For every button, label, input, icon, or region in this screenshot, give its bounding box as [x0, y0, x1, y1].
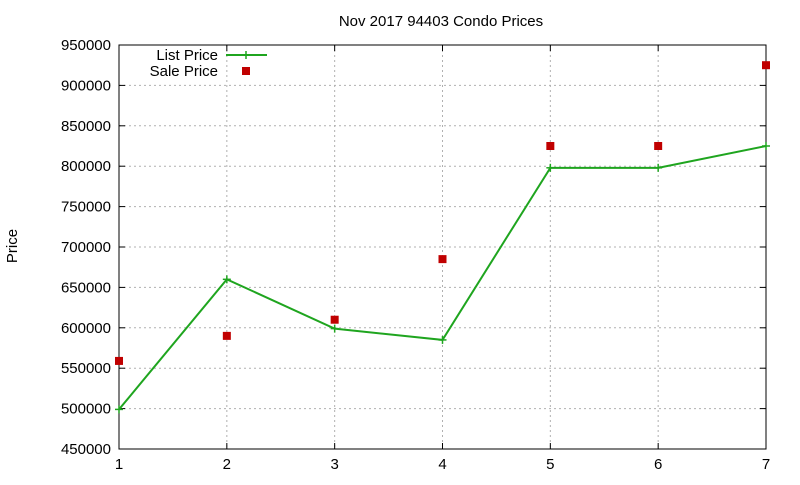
y-tick-label: 850000 [61, 118, 111, 135]
list-price-point [654, 163, 663, 172]
y-tick-label: 500000 [61, 401, 111, 418]
legend-square-swatch [242, 67, 250, 75]
sale-price-point [762, 61, 770, 70]
list-price-point [546, 163, 555, 172]
sale-price-point [330, 315, 339, 324]
legend-item: List Price [156, 47, 267, 64]
y-tick-label: 450000 [61, 441, 111, 458]
legend-plus-swatch [242, 51, 250, 59]
series-0 [115, 142, 770, 414]
x-tick-label: 6 [654, 456, 662, 473]
sale-price-point [222, 331, 231, 340]
x-tick-label: 2 [223, 456, 231, 473]
y-tick-label: 600000 [61, 320, 111, 337]
x-tick-label: 3 [330, 456, 338, 473]
legend-item: Sale Price [150, 63, 250, 80]
y-axis-label: Price [4, 229, 21, 263]
y-tick-label: 650000 [61, 279, 111, 296]
x-tick-label: 1 [115, 456, 123, 473]
y-tick-label: 800000 [61, 158, 111, 175]
axis-ticks: 450000 500000 550000 600000 650000 700000 7500… [61, 37, 770, 473]
x-tick-label: 5 [546, 456, 554, 473]
x-tick-label: 4 [438, 456, 446, 473]
sale-price-point [546, 142, 555, 150]
list-price-point [330, 324, 339, 333]
y-tick-label: 550000 [61, 360, 111, 377]
legend-label: List Price [156, 47, 218, 64]
sale-price-point [438, 255, 447, 264]
sale-price-point [654, 142, 663, 150]
list-price-point [115, 405, 123, 414]
series-1 [115, 61, 770, 365]
list-price-point [222, 275, 231, 284]
data-series [115, 61, 770, 414]
y-tick-label: 700000 [61, 239, 111, 256]
y-tick-label: 750000 [61, 199, 111, 216]
y-tick-label: 950000 [61, 37, 111, 54]
chart-title: Nov 2017 94403 Condo Prices [339, 13, 543, 30]
list-price-point [762, 142, 770, 150]
grid-lines [119, 45, 766, 449]
y-tick-label: 900000 [61, 77, 111, 94]
x-tick-label: 7 [762, 456, 770, 473]
sale-price-point [115, 356, 123, 365]
list-price-point [438, 335, 447, 344]
legend-label: Sale Price [150, 63, 218, 80]
